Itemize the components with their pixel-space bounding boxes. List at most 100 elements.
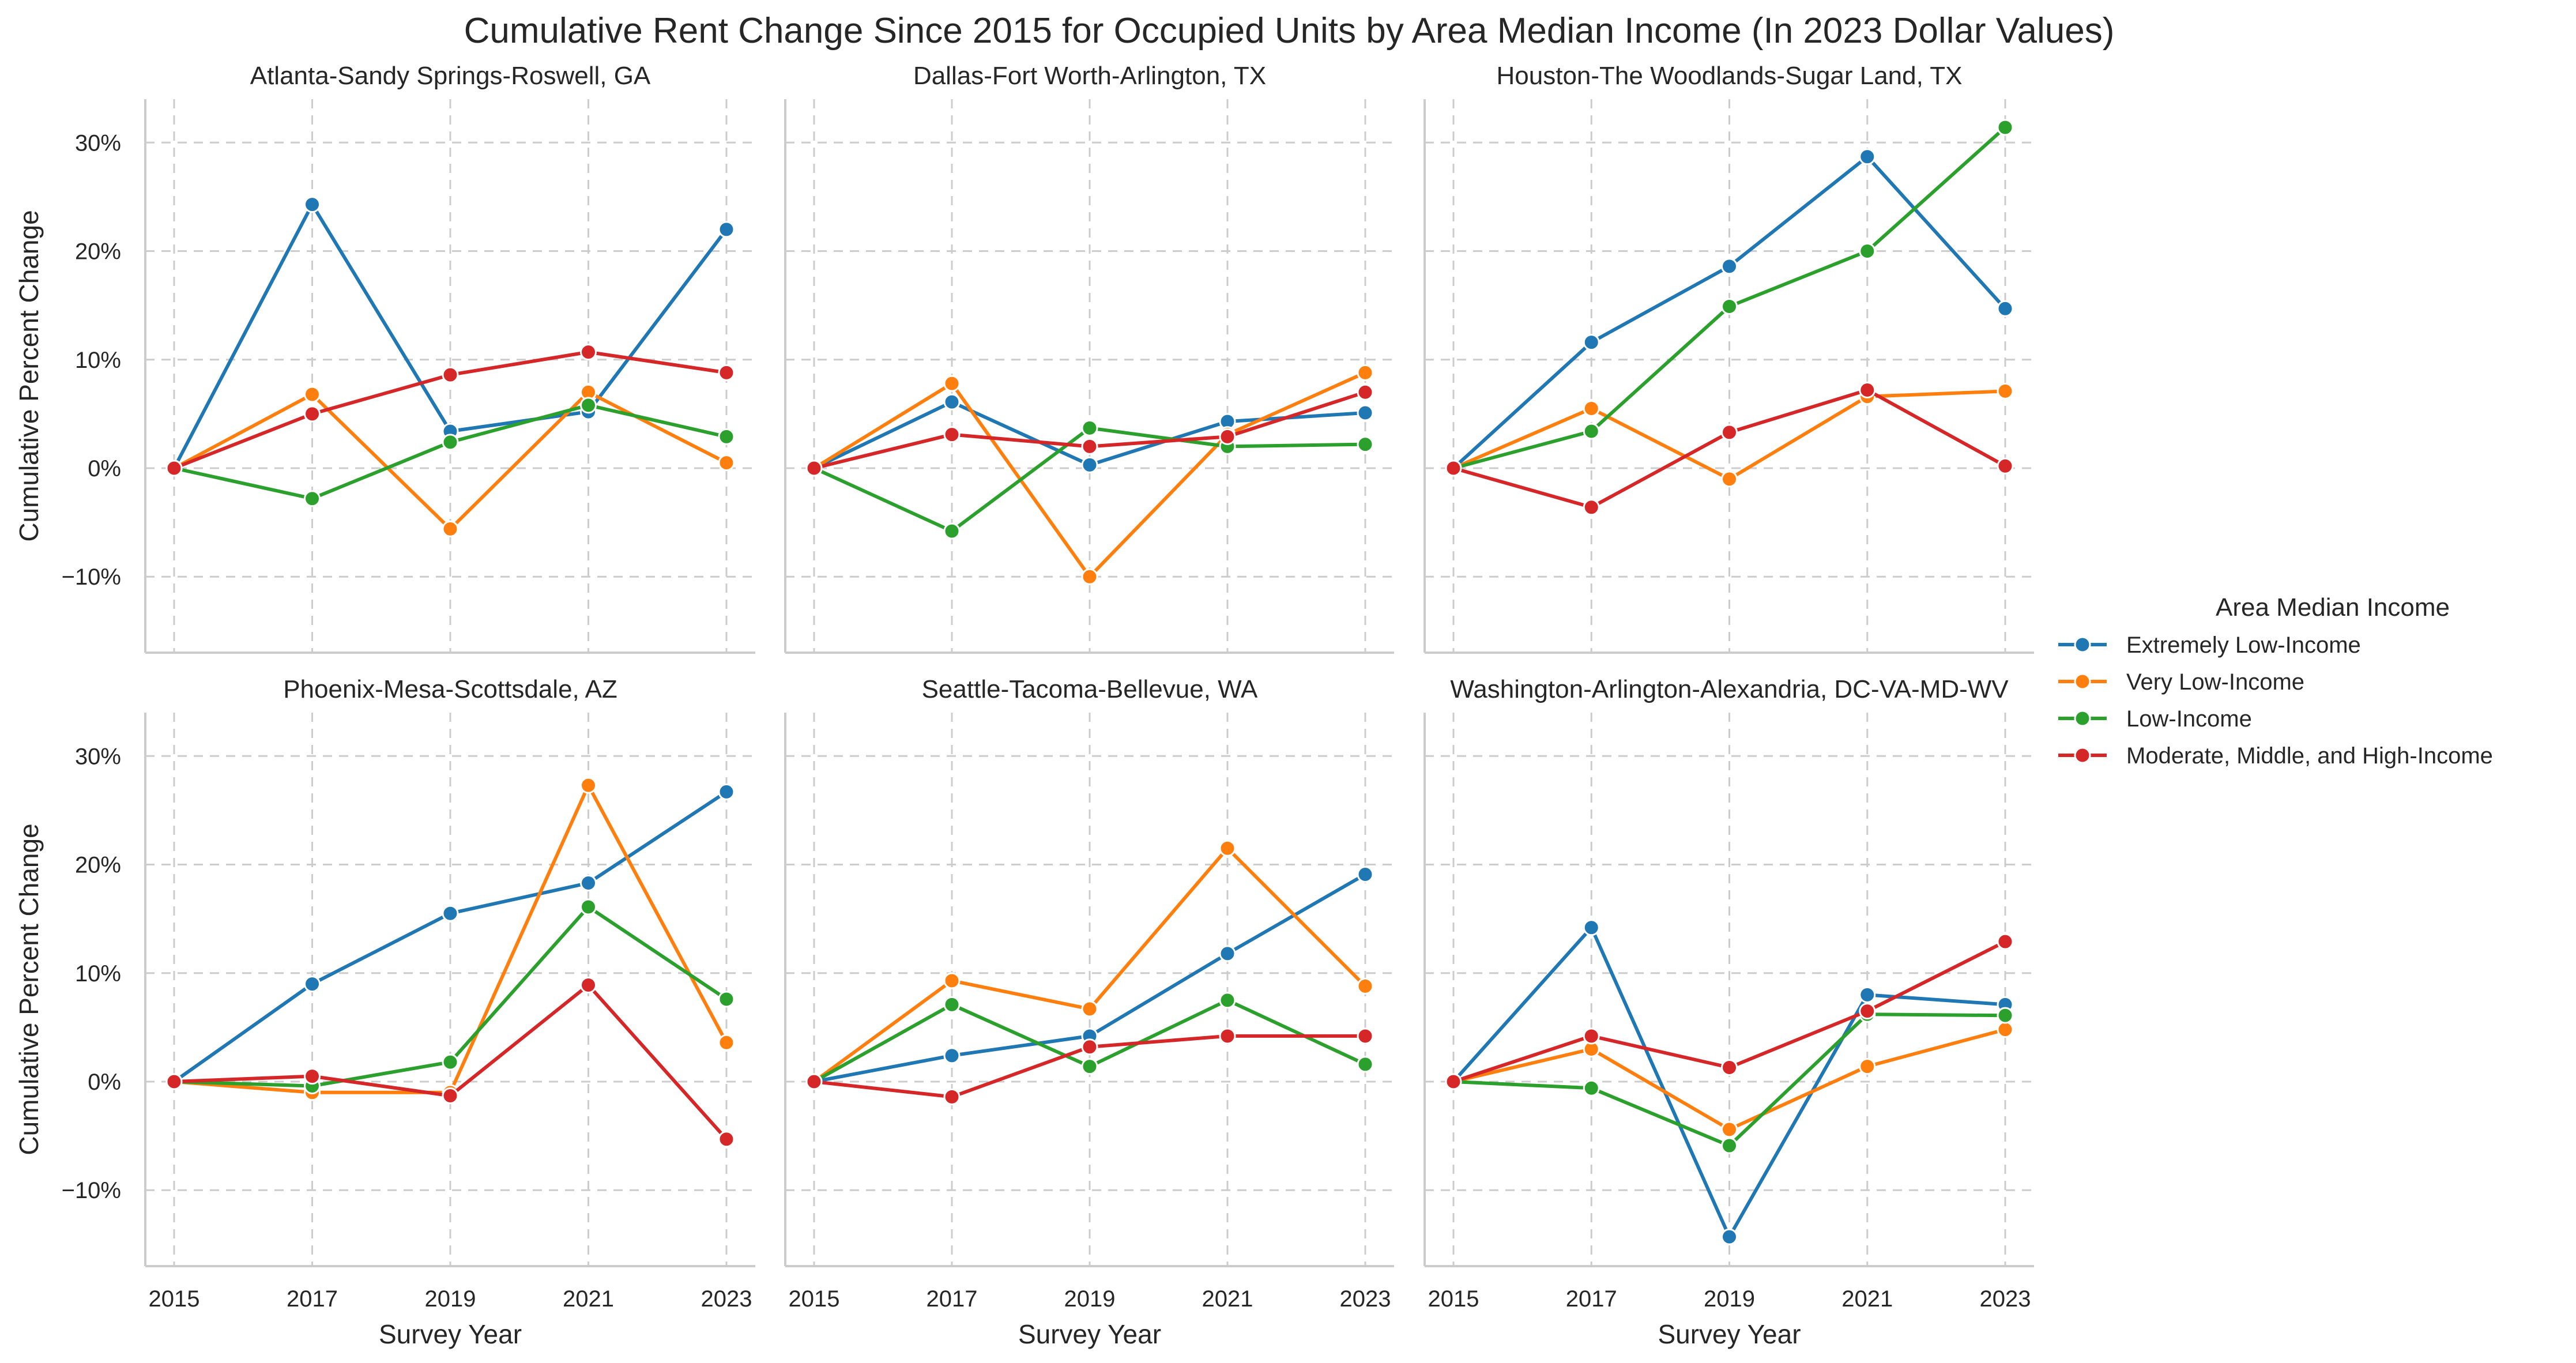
legend-label: Low-Income: [2126, 706, 2252, 732]
data-point: [1357, 865, 1374, 883]
panel-title: Atlanta-Sandy Springs-Roswell, GA: [250, 62, 651, 90]
data-point: [1721, 298, 1738, 315]
data-point: [718, 991, 735, 1008]
data-point: [1445, 1073, 1462, 1090]
legend-marker-swatch: [2074, 747, 2091, 764]
data-point: [1583, 1079, 1600, 1097]
data-point: [1997, 119, 2014, 136]
legend: Area Median Income Extremely Low-Income V…: [2058, 593, 2493, 769]
legend-marker-swatch: [2074, 710, 2091, 727]
data-point: [943, 393, 961, 411]
x-tick-label: 2015: [1428, 1286, 1479, 1312]
x-tick-label: 2019: [1064, 1286, 1116, 1312]
data-point: [1721, 1137, 1738, 1154]
data-point: [1997, 933, 2014, 950]
data-point: [442, 1053, 459, 1071]
data-point: [718, 1034, 735, 1051]
x-tick-label: 2023: [1980, 1286, 2031, 1312]
data-point: [304, 405, 321, 423]
panel-title: Washington-Arlington-Alexandria, DC-VA-M…: [1450, 675, 2009, 703]
data-point: [1997, 300, 2014, 317]
data-point: [304, 976, 321, 993]
data-point: [1721, 1121, 1738, 1138]
data-point: [1219, 839, 1236, 857]
data-point: [580, 777, 597, 794]
data-point: [1219, 428, 1236, 445]
data-point: [1081, 1000, 1098, 1018]
data-point: [304, 386, 321, 403]
data-point: [165, 460, 183, 477]
data-point: [1583, 400, 1600, 417]
legend-entry: Low-Income: [2058, 706, 2252, 732]
data-point: [580, 344, 597, 361]
y-tick-label: −10%: [62, 1178, 121, 1203]
data-point: [304, 1068, 321, 1085]
legend-entry: Very Low-Income: [2058, 669, 2304, 695]
x-tick-label: 2021: [1841, 1286, 1893, 1312]
x-tick-label: 2023: [701, 1286, 752, 1312]
data-point: [805, 460, 823, 477]
data-point: [442, 520, 459, 537]
x-axis-label: Survey Year: [1018, 1319, 1161, 1349]
x-axis-label: Survey Year: [379, 1319, 522, 1349]
facet-panel: Phoenix-Mesa-Scottsdale, AZ −10% 0% 10% 20% 3…: [14, 675, 755, 1349]
y-tick-label: 10%: [75, 961, 121, 987]
data-point: [943, 1088, 961, 1105]
x-tick-label: 2019: [1704, 1286, 1755, 1312]
data-point: [1219, 945, 1236, 962]
panel-title: Seattle-Tacoma-Bellevue, WA: [922, 675, 1258, 703]
data-point: [1583, 423, 1600, 440]
facet-panels: Atlanta-Sandy Springs-Roswell, GA −10% 0% 1…: [14, 62, 2034, 1349]
data-point: [442, 905, 459, 922]
legend-marker-swatch: [2074, 673, 2091, 690]
data-point: [1721, 1228, 1738, 1245]
data-point: [580, 976, 597, 993]
data-point: [1997, 1021, 2014, 1038]
data-point: [943, 522, 961, 540]
data-point: [1445, 460, 1462, 477]
data-point: [1357, 1027, 1374, 1045]
data-point: [718, 1131, 735, 1148]
legend-entry: Moderate, Middle, and High-Income: [2058, 743, 2493, 769]
data-point: [1859, 148, 1876, 165]
data-point: [943, 375, 961, 392]
x-axis-label: Survey Year: [1658, 1319, 1801, 1349]
y-axis-label: Cumulative Percent Change: [14, 823, 44, 1155]
data-point: [1357, 383, 1374, 401]
x-tick-label: 2017: [287, 1286, 338, 1312]
data-point: [1721, 424, 1738, 441]
legend-title: Area Median Income: [2216, 593, 2450, 622]
data-point: [1859, 986, 1876, 1003]
data-point: [1081, 1058, 1098, 1075]
y-tick-label: 30%: [75, 744, 121, 769]
data-point: [718, 221, 735, 238]
data-point: [1859, 1058, 1876, 1075]
x-tick-label: 2021: [1202, 1286, 1253, 1312]
facet-panel: Washington-Arlington-Alexandria, DC-VA-M…: [1423, 675, 2034, 1349]
data-point: [1859, 1003, 1876, 1020]
data-point: [1583, 919, 1600, 936]
data-point: [1357, 977, 1374, 995]
x-tick-label: 2017: [1566, 1286, 1617, 1312]
x-tick-label: 2021: [563, 1286, 614, 1312]
facet-panel: Atlanta-Sandy Springs-Roswell, GA −10% 0% 1…: [14, 62, 755, 654]
data-point: [1721, 470, 1738, 488]
panel-title: Phoenix-Mesa-Scottsdale, AZ: [283, 675, 617, 703]
data-point: [1583, 334, 1600, 351]
x-tick-label: 2015: [789, 1286, 840, 1312]
data-point: [805, 1073, 823, 1090]
y-tick-label: −10%: [62, 564, 121, 590]
facet-panel: Houston-The Woodlands-Sugar Land, TX: [1423, 62, 2034, 654]
x-tick-label: 2019: [425, 1286, 476, 1312]
data-point: [1219, 1027, 1236, 1045]
y-tick-label: 10%: [75, 348, 121, 373]
data-point: [1721, 258, 1738, 275]
data-point: [1997, 457, 2014, 475]
x-tick-label: 2017: [927, 1286, 978, 1312]
series-line: [174, 403, 727, 500]
data-point: [165, 1073, 183, 1090]
facet-panel: Dallas-Fort Worth-Arlington, TX: [784, 62, 1394, 654]
data-point: [304, 490, 321, 507]
data-point: [1357, 1056, 1374, 1073]
data-point: [1997, 1007, 2014, 1024]
